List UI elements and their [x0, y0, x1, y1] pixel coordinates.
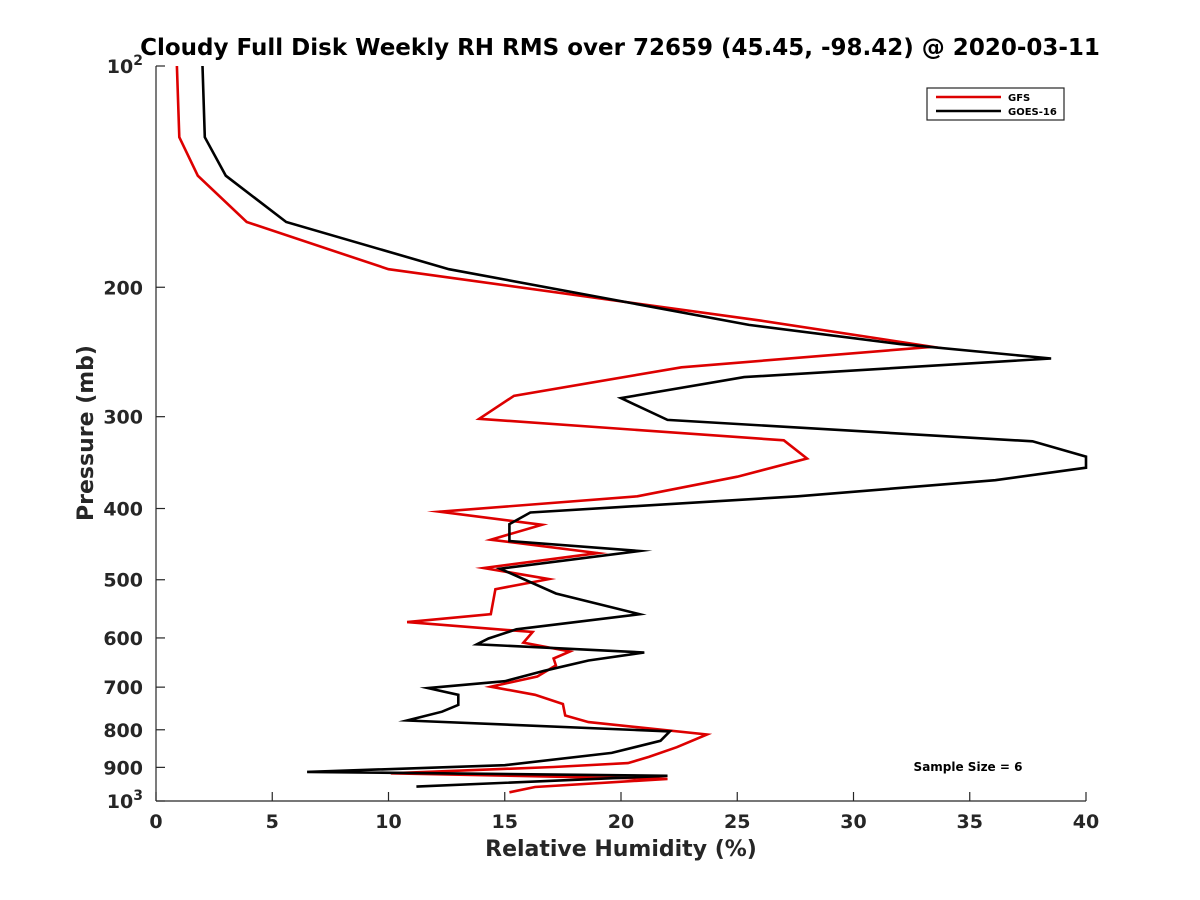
y-tick-label: 102	[107, 53, 143, 78]
x-tick-label: 0	[149, 811, 162, 833]
sample-size-annotation: Sample Size = 6	[914, 760, 1023, 774]
x-tick-label: 35	[957, 811, 983, 833]
y-tick-base: 10	[107, 791, 133, 813]
x-tick-label: 40	[1073, 811, 1099, 833]
y-tick-exponent: 3	[133, 788, 143, 804]
series-layer	[175, 65, 1088, 794]
legend-label-gfs: GFS	[1008, 93, 1030, 104]
y-axis-label: Pressure (mb)	[74, 345, 99, 521]
y-tick-label: 200	[103, 277, 143, 299]
y-tick-label: 103	[107, 788, 143, 813]
x-tick-label: 15	[492, 811, 518, 833]
y-tick-label: 400	[103, 499, 143, 521]
x-tick-label: 25	[724, 811, 750, 833]
y-tick-exponent: 2	[133, 53, 143, 69]
series-line-gfs	[175, 65, 944, 794]
legend-label-goes-16: GOES-16	[1008, 107, 1057, 118]
x-tick-label: 10	[375, 811, 401, 833]
y-tick-label: 300	[103, 407, 143, 429]
y-tick-label: 600	[103, 628, 143, 650]
y-tick-label: 500	[103, 570, 143, 592]
x-tick-label: 5	[266, 811, 279, 833]
y-tick-base: 10	[107, 56, 133, 78]
y-tick-label: 700	[103, 677, 143, 699]
legend: GFS GOES-16	[926, 87, 1065, 121]
x-tick-label: 30	[840, 811, 866, 833]
series-line-goes-16	[201, 65, 1088, 788]
chart-title: Cloudy Full Disk Weekly RH RMS over 7265…	[140, 35, 1100, 61]
legend-box	[926, 87, 1065, 121]
y-tick-label: 800	[103, 720, 143, 742]
y-tick-label: 900	[103, 757, 143, 779]
axis-ticks: 0 5 10 15 20 25 30 35 40102200300400500600700800…	[103, 53, 1099, 833]
x-axis-label: Relative Humidity (%)	[485, 837, 757, 862]
x-tick-label: 20	[608, 811, 634, 833]
